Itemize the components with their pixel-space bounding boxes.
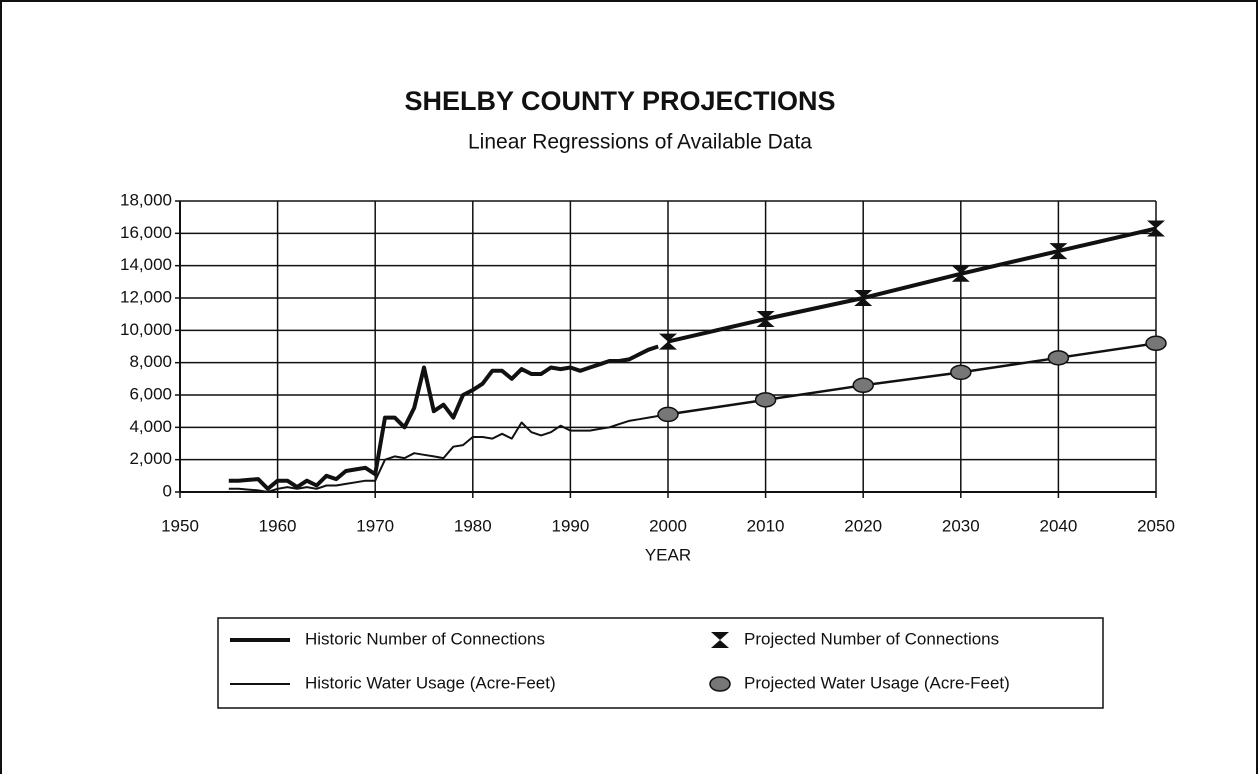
chart-title: SHELBY COUNTY PROJECTIONS	[404, 86, 835, 116]
y-tick-label: 10,000	[120, 320, 172, 339]
marker	[754, 392, 777, 408]
x-tick-label: 1980	[454, 516, 492, 535]
x-tick-label: 1960	[259, 516, 297, 535]
x-tick-label: 2010	[747, 516, 785, 535]
series-line	[667, 226, 1157, 344]
legend-label: Historic Water Usage (Acre-Feet)	[305, 673, 556, 692]
y-tick-label: 6,000	[129, 384, 172, 403]
legend-swatch	[709, 676, 731, 692]
x-tick-label: 2020	[844, 516, 882, 535]
y-tick-label: 8,000	[129, 352, 172, 371]
chart-subtitle: Linear Regressions of Available Data	[468, 131, 812, 154]
x-tick-label: 2040	[1039, 516, 1077, 535]
legend-label: Projected Water Usage (Acre-Feet)	[744, 673, 1010, 692]
y-tick-label: 2,000	[129, 449, 172, 468]
marker	[659, 333, 677, 350]
x-axis-label: YEAR	[645, 545, 691, 564]
y-tick-label: 18,000	[120, 190, 172, 209]
x-tick-label: 2030	[942, 516, 980, 535]
series-line	[228, 415, 659, 493]
y-tick-label: 14,000	[120, 255, 172, 274]
x-tick-label: 2000	[649, 516, 687, 535]
legend-label: Historic Number of Connections	[305, 629, 545, 648]
marker	[1147, 220, 1165, 237]
legend-swatch	[711, 632, 729, 648]
marker	[1049, 243, 1068, 260]
marker	[1145, 335, 1167, 352]
marker	[756, 311, 775, 328]
series-line	[228, 344, 659, 491]
y-tick-label: 16,000	[120, 223, 172, 242]
y-tick-label: 0	[163, 481, 172, 500]
marker	[852, 377, 874, 394]
x-tick-label: 1990	[551, 516, 589, 535]
series-line	[667, 342, 1157, 416]
marker	[854, 290, 873, 306]
marker	[1047, 350, 1070, 366]
marker	[950, 364, 972, 381]
marker	[951, 265, 970, 282]
x-tick-label: 1950	[161, 516, 199, 535]
x-tick-label: 2050	[1137, 516, 1175, 535]
x-tick-label: 1970	[356, 516, 394, 535]
y-tick-label: 12,000	[120, 287, 172, 306]
legend-label: Projected Number of Connections	[744, 629, 999, 648]
y-tick-label: 4,000	[129, 417, 172, 436]
legend-box	[217, 617, 1104, 709]
marker	[657, 406, 679, 423]
